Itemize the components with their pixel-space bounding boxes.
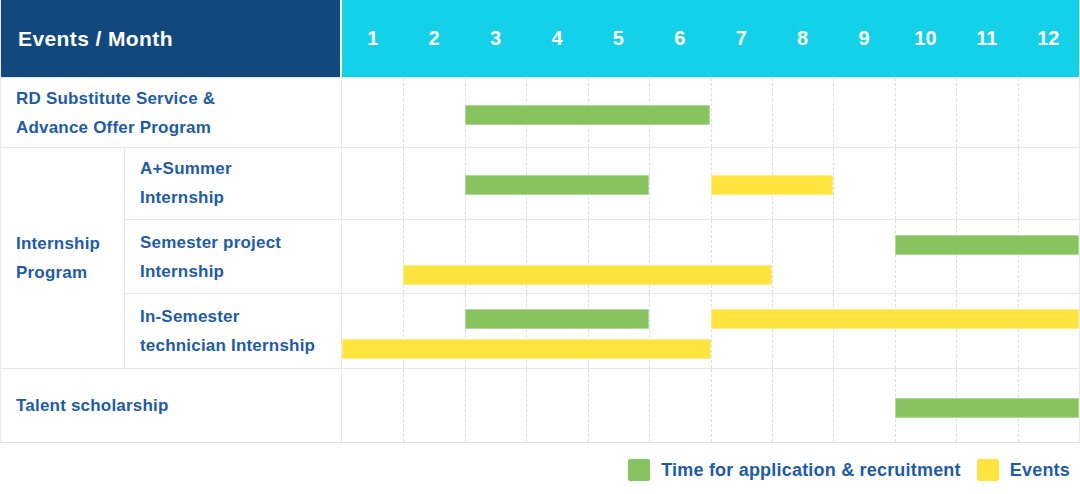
- events-color-swatch: [977, 459, 999, 481]
- table-row: RD Substitute Service &Advance Offer Pro…: [1, 77, 1079, 147]
- month-grid-cell: [342, 220, 403, 294]
- month-label: 2: [403, 0, 464, 77]
- chart-area: [342, 369, 1079, 442]
- legend-item-events: Events: [977, 459, 1070, 481]
- recruitment-bar: [895, 235, 1079, 255]
- row-label: RD Substitute Service &Advance Offer Pro…: [1, 78, 342, 147]
- month-grid-cell: [895, 78, 956, 147]
- recruitment-color-swatch: [628, 459, 650, 481]
- sub-row-label: In-Semestertechnician Internship: [125, 294, 342, 368]
- month-grid-cell: [833, 294, 894, 368]
- month-grid-cell: [895, 148, 956, 219]
- month-grid-cell: [772, 220, 833, 294]
- row-label-line: Talent scholarship: [16, 391, 335, 420]
- month-grid-cell: [956, 148, 1017, 219]
- row-label-line: RD Substitute Service &: [16, 84, 335, 113]
- month-grid-cell: [1018, 78, 1079, 147]
- month-grid-cell: [465, 369, 526, 442]
- events-bar: [403, 265, 772, 285]
- row-label-line: Internship: [140, 183, 335, 212]
- month-label: 5: [588, 0, 649, 77]
- month-grid-cell: [956, 220, 1017, 294]
- events-bar: [711, 175, 834, 195]
- month-grid-cell: [956, 78, 1017, 147]
- legend-item-recruitment: Time for application & recruitment: [628, 459, 961, 481]
- group-sub-rows: A+SummerInternshipSemester projectIntern…: [125, 148, 1079, 368]
- month-grid-cell: [956, 294, 1017, 368]
- month-grid-cell: [895, 294, 956, 368]
- month-grid-cell: [833, 148, 894, 219]
- sub-row-label: Semester projectInternship: [125, 220, 342, 294]
- month-grid-cell: [833, 220, 894, 294]
- table-row: In-Semestertechnician Internship: [125, 293, 1079, 368]
- group-row: Internship ProgramA+SummerInternshipSeme…: [1, 147, 1079, 368]
- month-grid-cell: [403, 369, 464, 442]
- row-label: Talent scholarship: [1, 369, 342, 442]
- month-grid-cell: [772, 369, 833, 442]
- month-grid-cell: [833, 369, 894, 442]
- month-grid-cell: [772, 294, 833, 368]
- month-grid-cell: [772, 78, 833, 147]
- table-row: Talent scholarship: [1, 368, 1079, 442]
- month-label: 6: [649, 0, 710, 77]
- chart-area: [342, 294, 1079, 368]
- events-bar: [342, 339, 711, 359]
- group-label: Internship Program: [1, 148, 125, 368]
- month-grid-cell: [342, 148, 403, 219]
- month-header-cells: 123456789101112: [342, 0, 1079, 77]
- month-label: 11: [956, 0, 1017, 77]
- month-grid-cell: [711, 294, 772, 368]
- month-label: 1: [342, 0, 403, 77]
- legend-label-events: Events: [1010, 460, 1070, 481]
- events-month-header: Events / Month: [1, 0, 342, 77]
- month-grid-cell: [711, 78, 772, 147]
- month-grid-cell: [895, 220, 956, 294]
- recruitment-bar: [465, 105, 711, 125]
- month-label: 7: [711, 0, 772, 77]
- month-grid-cell: [403, 78, 464, 147]
- month-label: 3: [465, 0, 526, 77]
- table-body: RD Substitute Service &Advance Offer Pro…: [1, 77, 1079, 442]
- table-header-row: Events / Month 123456789101112: [1, 0, 1079, 77]
- chart-area: [342, 148, 1079, 219]
- month-grid-cell: [526, 369, 587, 442]
- recruitment-bar: [895, 398, 1079, 418]
- row-label-line: Semester project: [140, 228, 335, 257]
- row-label-line: Advance Offer Program: [16, 113, 335, 142]
- month-grid-cell: [403, 148, 464, 219]
- month-grid-cell: [711, 369, 772, 442]
- gantt-table: Events / Month 123456789101112 RD Substi…: [0, 0, 1080, 443]
- month-grid-cell: [588, 369, 649, 442]
- table-row: A+SummerInternship: [125, 148, 1079, 219]
- row-label-line: Internship: [140, 257, 335, 286]
- legend-label-recruitment: Time for application & recruitment: [661, 460, 961, 481]
- month-label: 12: [1018, 0, 1079, 77]
- row-label-line: technician Internship: [140, 331, 335, 360]
- gantt-page: Events / Month 123456789101112 RD Substi…: [0, 0, 1080, 494]
- chart-area: [342, 78, 1079, 147]
- month-grid-cell: [649, 369, 710, 442]
- month-label: 8: [772, 0, 833, 77]
- month-grid-cell: [649, 148, 710, 219]
- recruitment-bar: [465, 175, 649, 195]
- events-bar: [711, 309, 1080, 329]
- month-label: 9: [833, 0, 894, 77]
- chart-area: [342, 220, 1079, 294]
- row-label-line: In-Semester: [140, 302, 335, 331]
- table-row: Semester projectInternship: [125, 219, 1079, 294]
- month-grid-cell: [833, 78, 894, 147]
- month-grid-cell: [1018, 148, 1079, 219]
- month-grid-cell: [342, 369, 403, 442]
- sub-row-label: A+SummerInternship: [125, 148, 342, 219]
- month-grid-cell: [342, 78, 403, 147]
- month-label: 4: [526, 0, 587, 77]
- month-label: 10: [895, 0, 956, 77]
- month-grid-cell: [1018, 294, 1079, 368]
- legend: Time for application & recruitment Event…: [628, 459, 1070, 481]
- month-grid-cell: [1018, 220, 1079, 294]
- row-label-line: A+Summer: [140, 154, 335, 183]
- recruitment-bar: [465, 309, 649, 329]
